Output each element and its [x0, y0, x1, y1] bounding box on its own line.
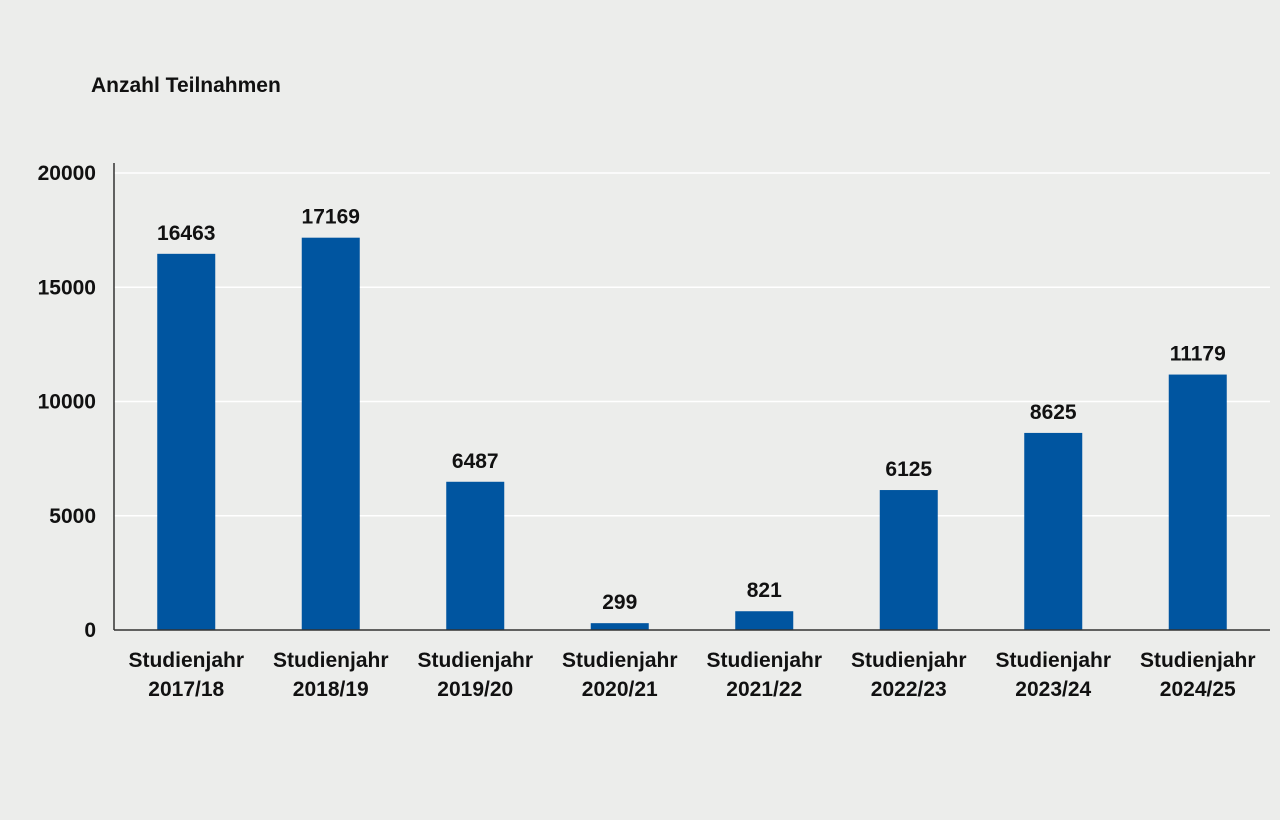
axes — [113, 163, 1270, 631]
x-tick-label: Studienjahr 2017/18 — [128, 649, 244, 701]
x-tick-label: Studienjahr 2019/20 — [417, 649, 533, 701]
bar-value-label: 16463 — [157, 222, 215, 245]
x-tick-label: Studienjahr 2023/24 — [995, 649, 1111, 701]
bar — [735, 611, 794, 630]
bars — [157, 237, 1227, 631]
bar — [1168, 374, 1227, 630]
y-tick-label: 10000 — [38, 391, 96, 414]
bar-value-label: 11179 — [1170, 343, 1226, 366]
bar — [157, 253, 216, 631]
x-tick-label: Studienjahr 2018/19 — [273, 649, 389, 701]
y-tick-label: 0 — [84, 619, 96, 642]
y-axis-label: Anzahl Teilnahmen — [91, 74, 281, 97]
bar-value-label: 299 — [602, 591, 637, 614]
bar-value-label: 821 — [747, 579, 782, 602]
x-tick-label: Studienjahr 2020/21 — [562, 649, 678, 701]
gridlines — [114, 172, 1270, 517]
x-tick-label: Studienjahr 2021/22 — [706, 649, 822, 701]
bar-value-label: 17169 — [302, 206, 360, 229]
y-tick-label: 15000 — [38, 276, 96, 299]
y-axis-ticks: 0 5000 10000 15000 20000 — [38, 162, 96, 642]
bar — [879, 490, 938, 630]
bar — [446, 481, 505, 630]
bar-value-label: 6125 — [885, 458, 932, 481]
x-tick-label: Studienjahr 2022/23 — [851, 649, 967, 701]
value-labels: 16463 17169 6487 299 821 6125 8625 11179 — [157, 206, 1226, 614]
x-axis-labels: Studienjahr 2017/18 Studienjahr 2018/19 Stud… — [128, 649, 1255, 701]
bar — [1024, 432, 1083, 630]
bar-value-label: 6487 — [452, 450, 499, 473]
y-tick-label: 20000 — [38, 162, 96, 185]
y-tick-label: 5000 — [49, 505, 96, 528]
bar — [590, 623, 649, 630]
bar — [301, 237, 360, 630]
x-tick-label: Studienjahr 2024/25 — [1140, 649, 1256, 701]
bar-value-label: 8625 — [1030, 401, 1077, 424]
